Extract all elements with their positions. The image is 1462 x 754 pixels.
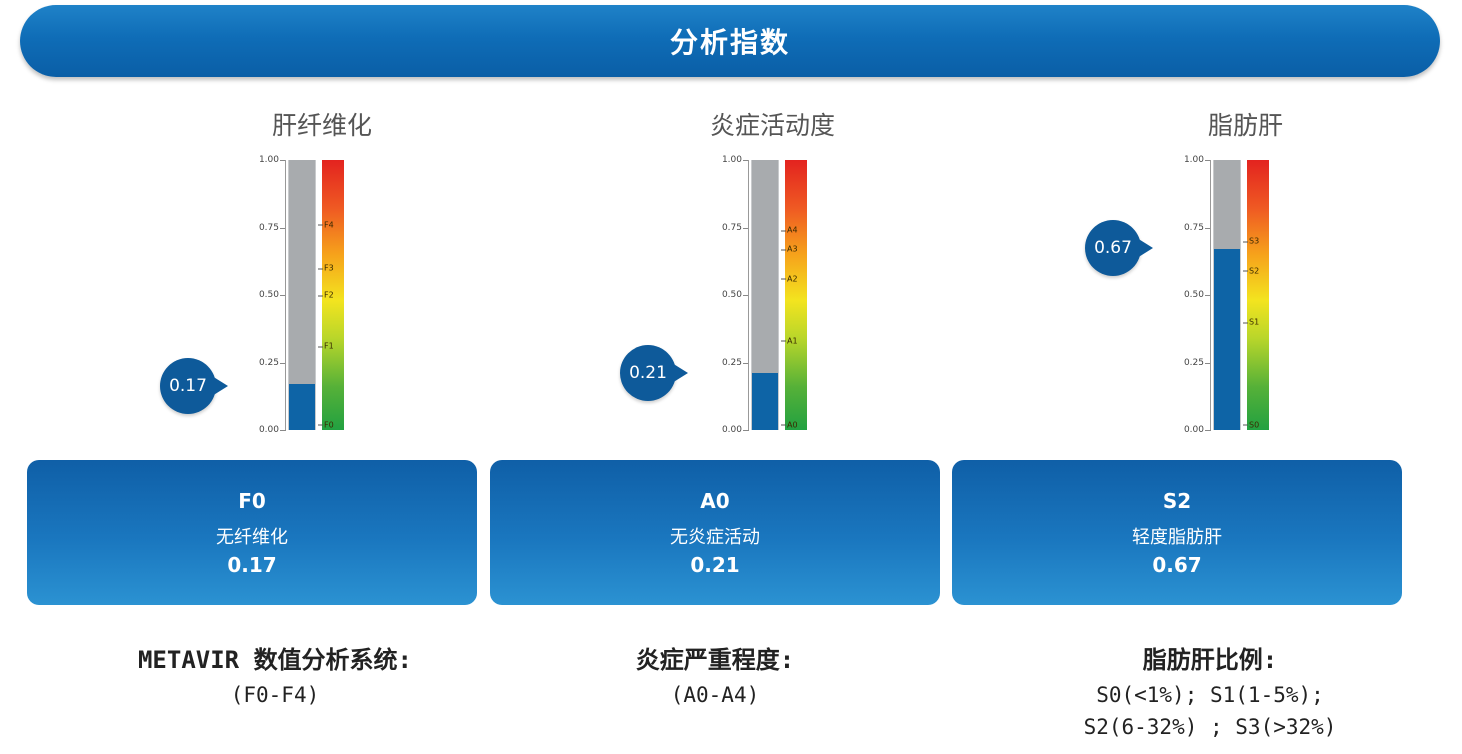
result-card-fibrosis[interactable]: F0 无纤维化 0.17 bbox=[27, 460, 477, 605]
desc-title: 脂肪肝比例: bbox=[1142, 646, 1278, 674]
desc-line: (F0-F4) bbox=[230, 683, 320, 707]
level-bar-track bbox=[751, 160, 779, 430]
scale-tick: 0.25 bbox=[1183, 357, 1212, 368]
desc-line: S2(6-32%) ; S3(>32%) bbox=[1083, 715, 1337, 739]
grade-marker: S3 bbox=[1242, 236, 1260, 246]
panel-title-inflammation: 炎症活动度 bbox=[710, 111, 836, 140]
panel-title-fatty-liver: 脂肪肝 bbox=[1208, 111, 1284, 140]
card-code: S2 bbox=[1162, 488, 1192, 513]
gauge-inflammation: 1.00 0.75 0.50 0.25 0.00 A4 A3 A2 A1 A0 bbox=[703, 155, 813, 435]
desc-line: (A0-A4) bbox=[670, 683, 760, 707]
result-card-fatty-liver[interactable]: S2 轻度脂肪肝 0.67 bbox=[952, 460, 1402, 605]
scale-tick: 0.25 bbox=[258, 357, 287, 368]
desc-title: 炎症严重程度: bbox=[635, 646, 795, 674]
card-value: 0.17 bbox=[227, 552, 277, 577]
grade-marker: S0 bbox=[1242, 420, 1260, 430]
scale-tick: 0.00 bbox=[1183, 425, 1212, 435]
grade-marker: F0 bbox=[318, 420, 334, 430]
level-bar-fill bbox=[1214, 249, 1240, 430]
level-bar-track bbox=[288, 160, 316, 430]
header-title: 分析指数 bbox=[669, 26, 790, 59]
severity-color-bar bbox=[322, 160, 344, 430]
scale-tick: 0.50 bbox=[1183, 290, 1212, 300]
scale-tick: 0.50 bbox=[721, 290, 750, 300]
axis-line bbox=[285, 160, 286, 430]
scale-labels: 1.00 0.75 0.50 0.25 0.00 bbox=[1165, 155, 1212, 435]
scale-tick: 0.75 bbox=[258, 222, 287, 233]
grade-marker: F3 bbox=[318, 263, 334, 273]
grade-marker: F1 bbox=[318, 341, 334, 351]
axis-line bbox=[748, 160, 749, 430]
desc-title: METAVIR 数值分析系统: bbox=[137, 646, 413, 674]
desc-inflammation: 炎症严重程度: (A0-A4) bbox=[530, 640, 900, 707]
gauge-fatty-liver: 1.00 0.75 0.50 0.25 0.00 S3 S2 S1 S0 bbox=[1165, 155, 1275, 435]
scale-tick: 0.00 bbox=[258, 425, 287, 435]
scale-tick: 1.00 bbox=[721, 155, 750, 165]
grade-marker: S1 bbox=[1242, 317, 1260, 327]
card-value: 0.21 bbox=[690, 552, 740, 577]
severity-color-bar bbox=[1247, 160, 1269, 430]
severity-color-bar bbox=[785, 160, 807, 430]
grade-marker: A3 bbox=[781, 244, 798, 254]
scale-tick: 0.50 bbox=[258, 290, 287, 300]
scale-tick: 1.00 bbox=[1183, 155, 1212, 165]
scale-tick: 0.75 bbox=[721, 222, 750, 233]
desc-fatty-liver: 脂肪肝比例: S0(<1%); S1(1-5%); S2(6-32%) ; S3… bbox=[1020, 640, 1400, 739]
card-label: 无炎症活动 bbox=[670, 526, 760, 548]
axis-line bbox=[1210, 160, 1211, 430]
value-bubble-inflammation: 0.21 bbox=[620, 345, 676, 401]
panel-title-fibrosis: 肝纤维化 bbox=[272, 111, 373, 140]
grade-marker: A0 bbox=[781, 420, 798, 430]
grade-marker: A2 bbox=[781, 274, 798, 284]
grade-marker: S2 bbox=[1242, 266, 1260, 276]
gauge-fibrosis: 1.00 0.75 0.50 0.25 0.00 F4 F3 F2 F1 F0 bbox=[240, 155, 350, 435]
card-label: 无纤维化 bbox=[216, 526, 288, 548]
card-code: F0 bbox=[238, 488, 266, 513]
scale-tick: 0.25 bbox=[721, 357, 750, 368]
level-bar-fill bbox=[289, 384, 315, 430]
scale-tick: 0.75 bbox=[1183, 222, 1212, 233]
value-bubble-fibrosis: 0.17 bbox=[160, 358, 216, 414]
card-code: A0 bbox=[700, 488, 730, 513]
grade-marker: F2 bbox=[318, 290, 334, 300]
grade-marker: A1 bbox=[781, 336, 798, 346]
level-bar-track bbox=[1213, 160, 1241, 430]
grade-marker: A4 bbox=[781, 225, 798, 235]
scale-labels: 1.00 0.75 0.50 0.25 0.00 bbox=[240, 155, 287, 435]
result-card-inflammation[interactable]: A0 无炎症活动 0.21 bbox=[490, 460, 940, 605]
card-value: 0.67 bbox=[1152, 552, 1202, 577]
value-bubble-fatty-liver: 0.67 bbox=[1085, 220, 1141, 276]
scale-labels: 1.00 0.75 0.50 0.25 0.00 bbox=[703, 155, 750, 435]
grade-marker: F4 bbox=[318, 220, 334, 230]
desc-line: S0(<1%); S1(1-5%); bbox=[1096, 683, 1324, 707]
card-label: 轻度脂肪肝 bbox=[1132, 526, 1222, 548]
scale-tick: 1.00 bbox=[258, 155, 287, 165]
level-bar-fill bbox=[752, 373, 778, 430]
desc-fibrosis: METAVIR 数值分析系统: (F0-F4) bbox=[90, 640, 460, 707]
header-banner: 分析指数 bbox=[20, 5, 1440, 77]
scale-tick: 0.00 bbox=[721, 425, 750, 435]
